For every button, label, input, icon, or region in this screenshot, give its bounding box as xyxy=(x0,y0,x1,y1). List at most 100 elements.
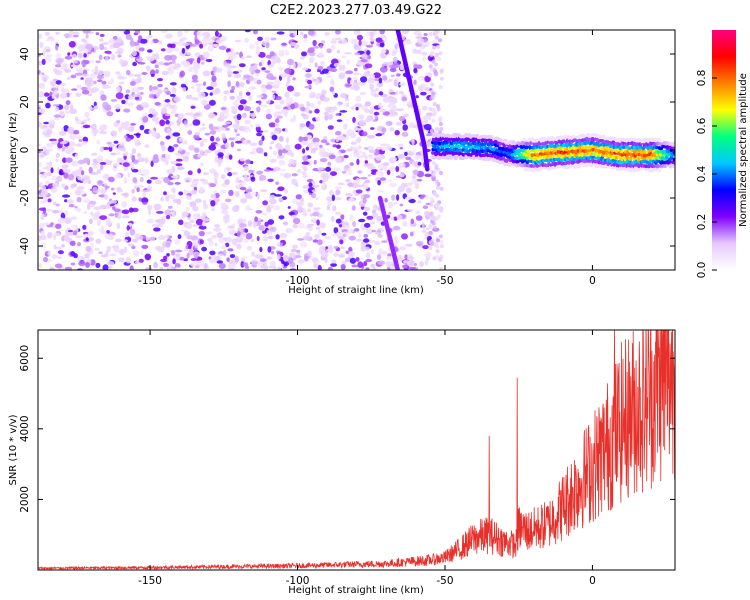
noise-cell xyxy=(328,189,334,196)
noise-cell xyxy=(164,153,171,161)
noise-cell xyxy=(424,173,432,177)
noise-cell xyxy=(386,256,392,261)
noise-cell xyxy=(102,101,109,108)
noise-cell xyxy=(255,210,263,214)
noise-cell xyxy=(146,218,155,224)
noise-cell xyxy=(210,113,216,117)
noise-cell xyxy=(55,53,61,59)
noise-cell xyxy=(276,266,282,270)
noise-cell xyxy=(91,87,100,92)
noise-cell xyxy=(317,100,322,105)
noise-cell xyxy=(274,194,282,197)
noise-cell xyxy=(202,172,209,176)
noise-cell xyxy=(64,55,73,60)
noise-cell xyxy=(182,87,186,93)
noise-cell xyxy=(364,155,368,161)
noise-cell xyxy=(280,72,288,78)
noise-cell xyxy=(202,203,209,210)
noise-cell xyxy=(165,135,171,140)
noise-cell xyxy=(45,38,51,42)
noise-cell xyxy=(345,250,350,254)
noise-cell xyxy=(227,71,234,75)
noise-cell xyxy=(296,207,304,212)
noise-cell xyxy=(244,30,251,33)
noise-cell xyxy=(116,222,121,230)
noise-cell xyxy=(210,193,217,199)
noise-cell xyxy=(430,50,435,55)
noise-cell xyxy=(204,132,210,136)
noise-cell xyxy=(402,124,409,131)
noise-cell xyxy=(373,93,380,98)
noise-cell xyxy=(307,142,313,149)
noise-cell xyxy=(310,147,316,154)
noise-cell xyxy=(414,154,421,160)
noise-cell xyxy=(63,104,70,111)
noise-cell xyxy=(144,144,150,148)
noise-cell xyxy=(220,189,227,194)
noise-cell xyxy=(246,245,253,251)
noise-cell xyxy=(59,92,67,99)
noise-cell xyxy=(133,73,142,77)
noise-cell xyxy=(71,160,78,167)
noise-cell xyxy=(65,237,73,243)
noise-cell xyxy=(228,154,233,160)
noise-cell xyxy=(43,174,48,178)
noise-cell xyxy=(157,246,165,253)
signal-cell xyxy=(540,137,544,141)
noise-cell xyxy=(258,51,266,58)
noise-cell xyxy=(428,230,433,235)
noise-cell xyxy=(347,228,354,235)
noise-cell xyxy=(259,189,268,193)
noise-cell xyxy=(52,86,60,89)
noise-cell xyxy=(200,61,205,65)
signal-cell xyxy=(650,164,655,168)
noise-cell xyxy=(61,164,69,169)
noise-cell xyxy=(171,87,177,94)
noise-cell xyxy=(330,263,337,267)
noise-cell xyxy=(122,162,130,167)
noise-cell xyxy=(176,158,183,162)
noise-cell xyxy=(83,49,89,54)
noise-cell xyxy=(307,79,313,85)
noise-cell xyxy=(218,45,227,50)
noise-cell xyxy=(331,37,335,43)
noise-cell xyxy=(94,65,99,73)
noise-cell xyxy=(194,198,202,203)
noise-cell xyxy=(87,117,91,121)
noise-cell xyxy=(214,129,222,133)
noise-cell xyxy=(159,119,166,127)
noise-cell xyxy=(392,225,401,231)
noise-cell xyxy=(352,221,357,227)
noise-cell xyxy=(38,263,42,269)
noise-cell xyxy=(70,183,75,189)
noise-cell xyxy=(178,137,185,142)
noise-cell xyxy=(214,242,218,247)
noise-cell xyxy=(125,69,131,76)
noise-cell xyxy=(106,230,110,234)
noise-cell xyxy=(362,184,369,190)
noise-cell xyxy=(179,147,183,152)
noise-cell xyxy=(51,176,57,181)
noise-cell xyxy=(278,197,284,203)
noise-cell xyxy=(122,239,129,242)
noise-cell xyxy=(424,251,432,259)
noise-cell xyxy=(249,110,254,114)
noise-cell xyxy=(99,204,107,210)
noise-cell xyxy=(248,95,253,102)
noise-cell xyxy=(298,222,305,229)
noise-cell xyxy=(180,37,185,41)
noise-cell xyxy=(240,257,246,263)
noise-cell xyxy=(108,213,115,217)
noise-cell xyxy=(318,245,326,252)
noise-cell xyxy=(169,194,176,200)
noise-cell xyxy=(274,104,282,110)
noise-cell xyxy=(228,260,233,264)
noise-cell xyxy=(254,254,261,259)
noise-cell xyxy=(417,161,422,166)
noise-cell xyxy=(96,74,104,80)
noise-cell xyxy=(69,240,76,246)
noise-cell xyxy=(337,236,345,240)
noise-cell xyxy=(345,84,353,87)
noise-cell xyxy=(413,79,417,86)
noise-cell xyxy=(414,183,420,190)
